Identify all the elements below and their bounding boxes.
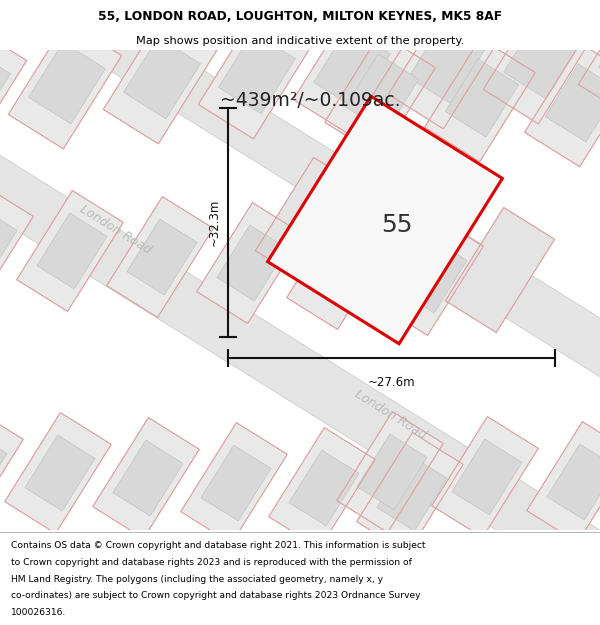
Text: Map shows position and indicative extent of the property.: Map shows position and indicative extent… xyxy=(136,36,464,46)
Polygon shape xyxy=(293,6,407,134)
Polygon shape xyxy=(103,16,217,144)
Polygon shape xyxy=(337,412,443,532)
Text: Contains OS data © Crown copyright and database right 2021. This information is : Contains OS data © Crown copyright and d… xyxy=(11,541,425,551)
Polygon shape xyxy=(0,0,600,419)
Polygon shape xyxy=(287,209,393,329)
Text: to Crown copyright and database rights 2023 and is reproduced with the permissio: to Crown copyright and database rights 2… xyxy=(11,558,412,567)
Polygon shape xyxy=(8,21,122,149)
Polygon shape xyxy=(198,11,312,139)
Polygon shape xyxy=(269,428,375,548)
Polygon shape xyxy=(547,444,600,520)
Polygon shape xyxy=(307,231,377,307)
Polygon shape xyxy=(0,113,600,625)
Polygon shape xyxy=(377,455,447,531)
Polygon shape xyxy=(345,54,419,132)
Polygon shape xyxy=(357,432,463,553)
Polygon shape xyxy=(0,26,27,154)
Polygon shape xyxy=(5,412,111,533)
Polygon shape xyxy=(268,96,502,344)
Text: London Road: London Road xyxy=(352,388,428,442)
Polygon shape xyxy=(599,12,600,94)
Polygon shape xyxy=(545,64,600,142)
Polygon shape xyxy=(409,22,485,104)
Polygon shape xyxy=(452,439,522,515)
Polygon shape xyxy=(124,38,200,119)
Polygon shape xyxy=(355,182,464,308)
Polygon shape xyxy=(388,1,502,129)
Text: ~27.6m: ~27.6m xyxy=(368,376,415,389)
Polygon shape xyxy=(445,208,554,332)
Polygon shape xyxy=(314,28,391,109)
Polygon shape xyxy=(0,48,10,129)
Polygon shape xyxy=(197,202,303,323)
Polygon shape xyxy=(127,219,197,295)
Polygon shape xyxy=(107,197,213,318)
Polygon shape xyxy=(325,33,436,157)
Polygon shape xyxy=(113,440,183,516)
Polygon shape xyxy=(256,158,365,282)
Polygon shape xyxy=(201,445,271,521)
Text: 100026316.: 100026316. xyxy=(11,608,66,617)
Polygon shape xyxy=(37,213,107,289)
Text: London Road: London Road xyxy=(77,203,153,257)
Text: co-ordinates) are subject to Crown copyright and database rights 2023 Ordnance S: co-ordinates) are subject to Crown copyr… xyxy=(11,591,420,600)
Polygon shape xyxy=(425,38,535,162)
Polygon shape xyxy=(483,0,597,124)
Text: 55, LONDON ROAD, LOUGHTON, MILTON KEYNES, MK5 8AF: 55, LONDON ROAD, LOUGHTON, MILTON KEYNES… xyxy=(98,10,502,23)
Text: 55: 55 xyxy=(381,213,413,237)
Polygon shape xyxy=(377,214,483,336)
Polygon shape xyxy=(0,430,7,506)
Polygon shape xyxy=(93,418,199,538)
Polygon shape xyxy=(524,43,600,167)
Polygon shape xyxy=(29,42,106,124)
Polygon shape xyxy=(0,184,33,306)
Text: ~439m²/~0.109ac.: ~439m²/~0.109ac. xyxy=(220,91,400,109)
Polygon shape xyxy=(181,422,287,543)
Polygon shape xyxy=(357,434,427,510)
Polygon shape xyxy=(218,32,295,114)
Polygon shape xyxy=(217,225,287,301)
Text: HM Land Registry. The polygons (including the associated geometry, namely x, y: HM Land Registry. The polygons (includin… xyxy=(11,574,383,584)
Text: ~32.3m: ~32.3m xyxy=(208,199,221,246)
Polygon shape xyxy=(432,417,538,538)
Polygon shape xyxy=(527,422,600,542)
Polygon shape xyxy=(445,59,519,137)
Polygon shape xyxy=(17,191,123,311)
Polygon shape xyxy=(503,18,580,99)
Polygon shape xyxy=(578,0,600,119)
Polygon shape xyxy=(397,237,467,313)
Polygon shape xyxy=(289,450,359,526)
Polygon shape xyxy=(0,207,17,283)
Polygon shape xyxy=(25,435,95,511)
Polygon shape xyxy=(0,408,23,528)
